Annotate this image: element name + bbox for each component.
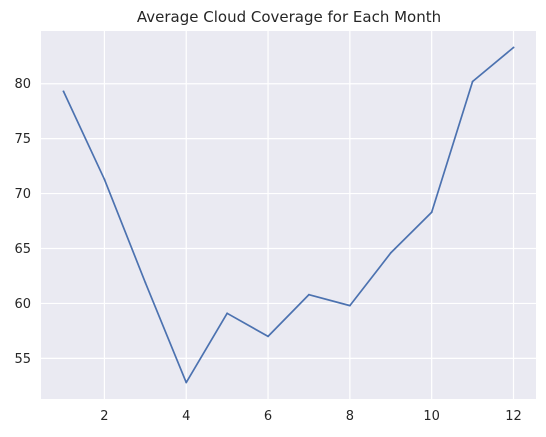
plot-area [41,31,536,399]
data-point [144,281,147,284]
series-group [62,46,515,384]
data-point [348,304,351,307]
y-axis-tick-labels: 55 60 65 70 75 80 [14,77,31,367]
y-tick-label: 55 [14,352,31,367]
x-axis-tick-labels: 2 4 6 8 10 12 [100,409,522,424]
x-tick-label: 8 [346,409,354,424]
data-point [430,211,433,214]
series-line [62,46,515,384]
x-tick-label: 4 [182,409,190,424]
x-tick-label: 12 [505,409,522,424]
data-point [226,312,229,315]
data-point [185,381,188,384]
data-point [308,293,310,296]
x-tick-label: 2 [100,409,108,424]
y-gridlines [41,83,536,359]
data-point [62,90,65,93]
x-gridlines [103,31,515,399]
data-point [267,335,269,338]
data-point [103,178,106,181]
y-tick-label: 70 [14,187,31,202]
x-tick-label: 6 [264,409,272,424]
data-point [512,46,515,49]
chart-title: Average Cloud Coverage for Each Month [137,8,441,26]
y-tick-label: 65 [14,242,31,257]
data-point [389,251,392,254]
x-tick-label: 10 [423,409,440,424]
data-point [471,80,474,83]
y-tick-label: 75 [14,132,31,147]
y-tick-label: 80 [14,77,31,92]
y-tick-label: 60 [14,297,31,312]
